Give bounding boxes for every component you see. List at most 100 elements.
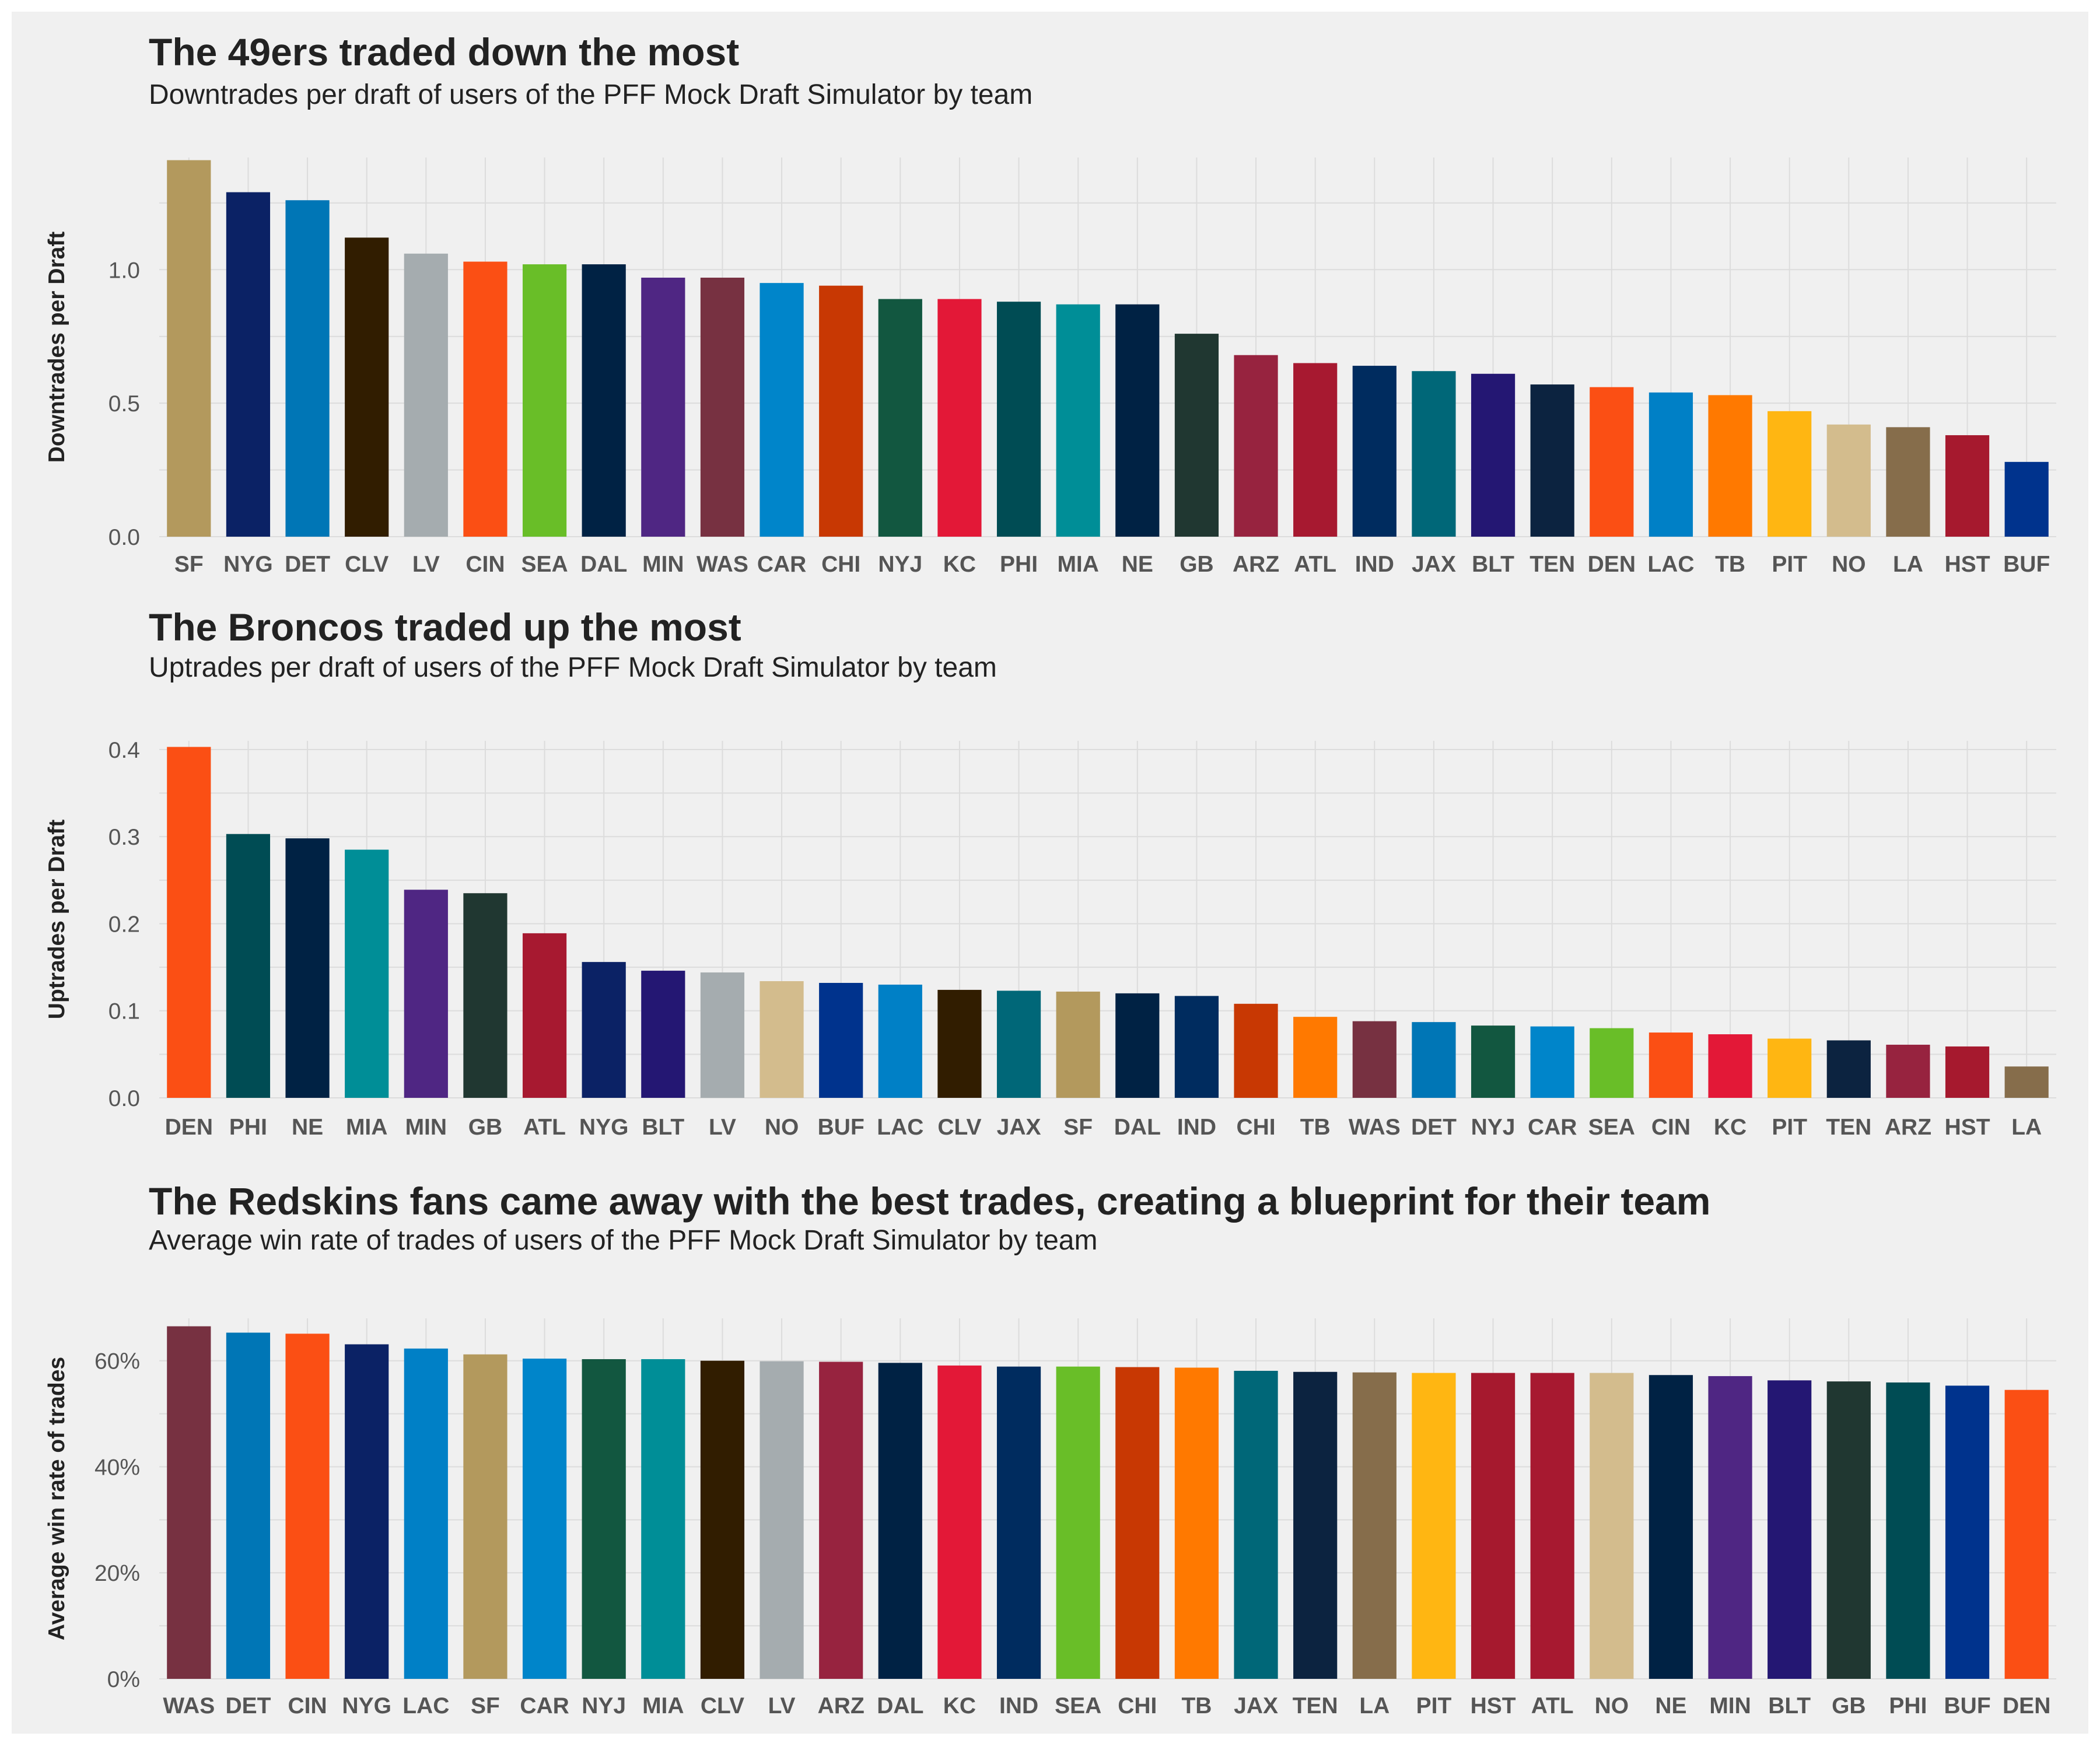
x-tick-label: TEN (1826, 1115, 1871, 1140)
bar-mia (345, 849, 389, 1098)
bar-nyg (582, 962, 626, 1098)
bar-min (641, 277, 685, 537)
bar-blt (1471, 373, 1516, 537)
bar-den (2004, 1390, 2049, 1679)
y-tick-label: 1.0 (108, 258, 140, 283)
bar-hst (1945, 1046, 1990, 1098)
x-tick-label: JAX (997, 1115, 1041, 1140)
x-tick-label: JAX (1234, 1693, 1278, 1718)
bar-car (1530, 1026, 1574, 1098)
x-tick-label: LV (412, 552, 440, 577)
bar-ten (1530, 384, 1574, 537)
y-tick-label: 0.2 (108, 912, 140, 937)
x-tick-label: BLT (1472, 552, 1514, 577)
bar-phi (996, 302, 1041, 537)
x-tick-label: CIN (466, 552, 505, 577)
bar-sea (1590, 1028, 1634, 1098)
x-tick-label: NO (1595, 1693, 1629, 1718)
bar-gb (463, 893, 508, 1098)
x-tick-label: CHI (1118, 1693, 1157, 1718)
bar-dal (1115, 993, 1160, 1098)
bar-nyj (582, 1359, 626, 1679)
x-tick-label: TB (1181, 1693, 1212, 1718)
x-tick-label: NYG (579, 1115, 629, 1140)
x-tick-label: WAS (163, 1693, 215, 1718)
bar-la (1352, 1372, 1396, 1679)
bar-chi (1234, 1003, 1278, 1098)
x-tick-label: LAC (402, 1693, 449, 1718)
bar-det (226, 1332, 271, 1679)
x-tick-label: ATL (523, 1115, 566, 1140)
y-tick-label: 0% (107, 1667, 140, 1692)
x-tick-label: TB (1715, 552, 1745, 577)
y-axis-label: Uptrades per Draft (44, 820, 69, 1019)
x-tick-label: CAR (757, 552, 807, 577)
x-tick-label: MIN (1709, 1693, 1751, 1718)
bar-tb (1293, 1017, 1338, 1098)
bar-sea (522, 264, 567, 537)
bar-buf (819, 982, 863, 1098)
figure-background: The 49ers traded down the most Downtrades… (12, 12, 2088, 1734)
x-tick-label: ATL (1294, 552, 1336, 577)
x-tick-label: CAR (520, 1693, 569, 1718)
x-tick-label: DAL (877, 1693, 923, 1718)
x-tick-label: IND (1177, 1115, 1216, 1140)
x-tick-label: ARZ (1233, 552, 1279, 577)
x-tick-label: PIT (1416, 1693, 1452, 1718)
bar-ind (996, 1366, 1041, 1679)
x-tick-label: DAL (1114, 1115, 1161, 1140)
bar-no (1826, 424, 1871, 537)
bar-atl (522, 933, 567, 1098)
bar-pit (1412, 1373, 1456, 1679)
x-tick-label: DET (285, 552, 330, 577)
bar-jax (996, 991, 1041, 1098)
x-tick-label: HST (1471, 1693, 1516, 1718)
x-tick-label: BUF (1944, 1693, 1990, 1718)
bar-jax (1234, 1370, 1278, 1679)
bar-ind (1174, 996, 1219, 1098)
y-tick-label: 0.0 (108, 525, 140, 550)
x-tick-label: NYJ (582, 1693, 626, 1718)
bar-den (1590, 387, 1634, 537)
bar-den (167, 747, 211, 1098)
x-tick-label: CLV (701, 1693, 744, 1718)
bar-gb (1826, 1381, 1871, 1679)
bar-was (1352, 1021, 1396, 1098)
bar-la (1886, 427, 1930, 537)
x-tick-label: LAC (1647, 552, 1694, 577)
x-tick-label: ATL (1531, 1693, 1574, 1718)
x-tick-label: JAX (1412, 552, 1456, 577)
chart-title: The Redskins fans came away with the bes… (149, 1180, 1710, 1223)
bar-clv (700, 1360, 745, 1679)
bar-dal (582, 264, 626, 537)
bar-tb (1708, 395, 1752, 537)
x-tick-label: PHI (1889, 1693, 1927, 1718)
x-tick-label: KC (943, 552, 976, 577)
bar-buf (1945, 1385, 1990, 1679)
x-tick-label: PHI (1000, 552, 1038, 577)
x-tick-label: TEN (1530, 552, 1575, 577)
bar-ne (285, 838, 330, 1098)
bar-cin (463, 261, 508, 537)
bar-blt (1768, 1380, 1812, 1679)
y-tick-label: 0.4 (108, 738, 140, 763)
bar-blt (641, 971, 685, 1098)
bar-kc (937, 1365, 982, 1679)
x-tick-label: LAC (877, 1115, 923, 1140)
bar-chi (1115, 1367, 1160, 1679)
bar-min (404, 890, 448, 1098)
x-tick-label: SF (1063, 1115, 1093, 1140)
bar-nyj (1471, 1026, 1516, 1098)
x-tick-label: PIT (1772, 1115, 1807, 1140)
x-tick-label: DET (225, 1693, 271, 1718)
x-tick-label: HST (1945, 552, 1990, 577)
x-tick-label: NE (292, 1115, 323, 1140)
x-tick-label: DEN (2003, 1693, 2050, 1718)
bar-det (285, 200, 330, 537)
chart-subtitle: Uptrades per draft of users of the PFF M… (149, 652, 997, 683)
x-tick-label: MIA (1057, 552, 1099, 577)
chart-title: The 49ers traded down the most (149, 30, 739, 74)
bar-kc (1708, 1034, 1752, 1098)
y-tick-label: 0.3 (108, 825, 140, 850)
